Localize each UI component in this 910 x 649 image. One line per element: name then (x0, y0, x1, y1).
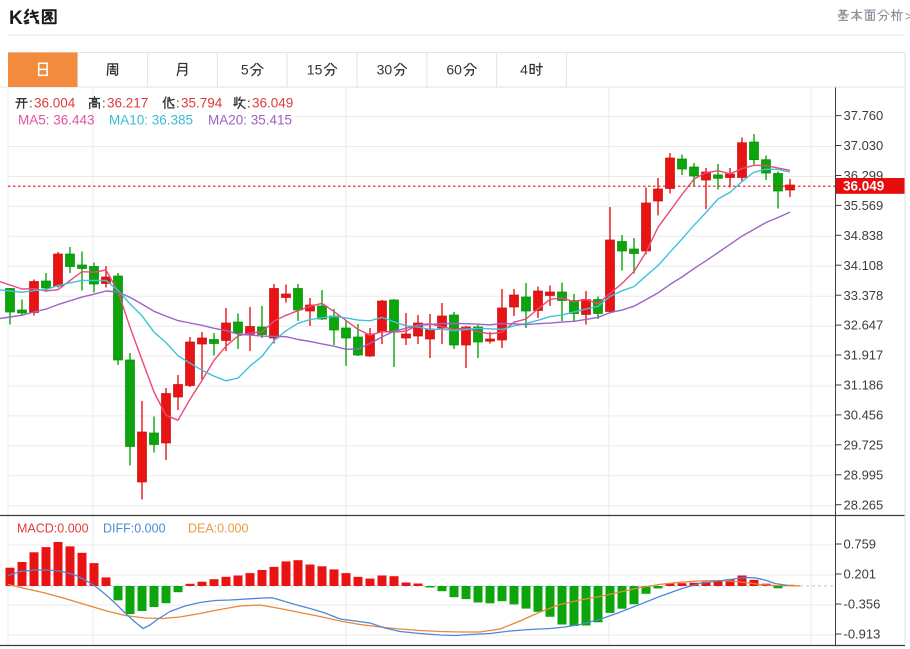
svg-text:MACD:0.000: MACD:0.000 (17, 522, 89, 536)
svg-text:35.794: 35.794 (181, 96, 223, 111)
svg-text:36.049: 36.049 (252, 96, 293, 111)
svg-text:31.917: 31.917 (844, 348, 884, 363)
svg-text::: : (29, 96, 33, 111)
svg-text:DEA:0.000: DEA:0.000 (188, 522, 249, 536)
svg-text:30.456: 30.456 (844, 408, 884, 423)
svg-text:15: 15 (307, 62, 323, 78)
svg-text:32.647: 32.647 (844, 318, 884, 333)
svg-text:34.108: 34.108 (844, 258, 884, 273)
svg-text:28.995: 28.995 (844, 467, 884, 482)
svg-text:35.569: 35.569 (844, 198, 884, 213)
svg-text:MA10: 36.385: MA10: 36.385 (109, 113, 193, 128)
svg-text:28.265: 28.265 (844, 497, 884, 512)
svg-text:DIFF:0.000: DIFF:0.000 (103, 522, 166, 536)
svg-text:33.378: 33.378 (844, 288, 884, 303)
svg-text:34.838: 34.838 (844, 228, 884, 243)
svg-text:4: 4 (520, 62, 528, 78)
svg-text:30: 30 (377, 62, 393, 78)
svg-text::: : (176, 96, 180, 111)
svg-text::: : (247, 96, 251, 111)
svg-text:MA5: 36.443: MA5: 36.443 (18, 113, 95, 128)
svg-text:31.186: 31.186 (844, 378, 884, 393)
svg-text:0.759: 0.759 (844, 537, 877, 552)
svg-text:K: K (9, 8, 23, 29)
svg-text:36.049: 36.049 (843, 179, 884, 194)
svg-text:-0.356: -0.356 (844, 597, 881, 612)
svg-text:37.030: 37.030 (844, 138, 884, 153)
svg-text:60: 60 (446, 62, 462, 78)
svg-text:29.725: 29.725 (844, 437, 884, 452)
svg-text:>: > (905, 10, 910, 24)
svg-text:36.004: 36.004 (34, 96, 76, 111)
svg-text:36.217: 36.217 (107, 96, 148, 111)
svg-text:0.201: 0.201 (844, 567, 877, 582)
svg-text:37.760: 37.760 (844, 108, 884, 123)
svg-text:5: 5 (241, 62, 249, 78)
svg-text:MA20: 35.415: MA20: 35.415 (208, 113, 292, 128)
svg-text:-0.913: -0.913 (844, 627, 881, 642)
svg-text::: : (102, 96, 106, 111)
